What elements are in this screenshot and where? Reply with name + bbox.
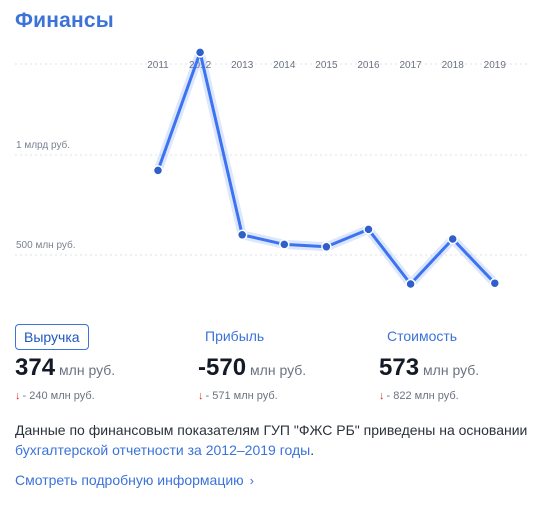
profit-value: -570 млн руб. [198,354,306,382]
tab-profit[interactable]: Прибыль [205,328,265,344]
x-tick-label-2011: 2011 [147,60,169,71]
down-arrow-icon: ↓ [15,390,21,402]
section-title: Финансы [15,9,114,32]
x-tick-label-2012: 2012 [189,60,212,71]
more-info-label: Смотреть подробную информацию [15,472,244,488]
note-end: . [310,442,315,458]
down-arrow-icon: ↓ [198,390,204,402]
revenue-delta: ↓ - 240 млн руб. [15,390,95,402]
x-tick-label-2015: 2015 [315,60,338,71]
profit-unit: млн руб. [250,362,307,378]
x-tick-label-2017: 2017 [399,60,422,71]
revenue-delta-text: - 240 млн руб. [22,390,95,402]
x-tick-label-2013: 2013 [231,60,254,71]
down-arrow-icon: ↓ [379,390,385,402]
profit-delta-text: - 571 млн руб. [205,390,278,402]
cost-number: 573 [379,354,420,381]
gridline-label-0: 1 млрд руб. [16,139,70,151]
cost-delta: ↓ - 822 млн руб. [379,390,459,402]
revenue-value: 374 млн руб. [15,354,115,382]
tab-cost[interactable]: Стоимость [387,328,458,344]
cost-delta-text: - 822 млн руб. [386,390,459,402]
revenue-line-chart: 1 млрд руб. 500 млн руб. 2011 2012 2013 2014 2… [15,47,530,290]
data-point-2018 [447,233,458,245]
data-point-2016 [363,224,374,235]
x-tick-label-2018: 2018 [442,60,465,71]
cost-value: 573 млн руб. [379,354,479,382]
data-source-note: Данные по финансовым показателям ГУП "ФЖ… [15,420,535,460]
revenue-unit: млн руб. [59,362,116,378]
gridline-label-1: 500 млн руб. [16,239,76,251]
x-tick-label-2016: 2016 [357,60,380,71]
data-point-2017 [405,278,416,290]
chevron-right-icon: › [249,473,255,488]
note-text: Данные по финансовым показателям ГУП "ФЖ… [15,422,528,438]
cost-unit: млн руб. [423,362,480,378]
revenue-number: 374 [15,354,56,381]
data-point-2019 [489,277,501,289]
accounting-report-link[interactable]: бухгалтерской отчетности за 2012–2019 го… [15,442,311,458]
tab-revenue[interactable]: Выручка [15,324,89,350]
data-point-2011 [152,165,164,176]
data-point-2013 [236,229,248,241]
data-point-2014 [279,239,290,250]
data-point-2012 [194,47,206,58]
profit-number: -570 [198,354,247,381]
more-info-link[interactable]: Смотреть подробную информацию › [15,472,254,488]
x-tick-label-2014: 2014 [273,60,296,71]
data-point-2015 [321,241,332,253]
x-tick-label-2019: 2019 [484,60,507,71]
profit-delta: ↓ - 571 млн руб. [198,390,278,402]
